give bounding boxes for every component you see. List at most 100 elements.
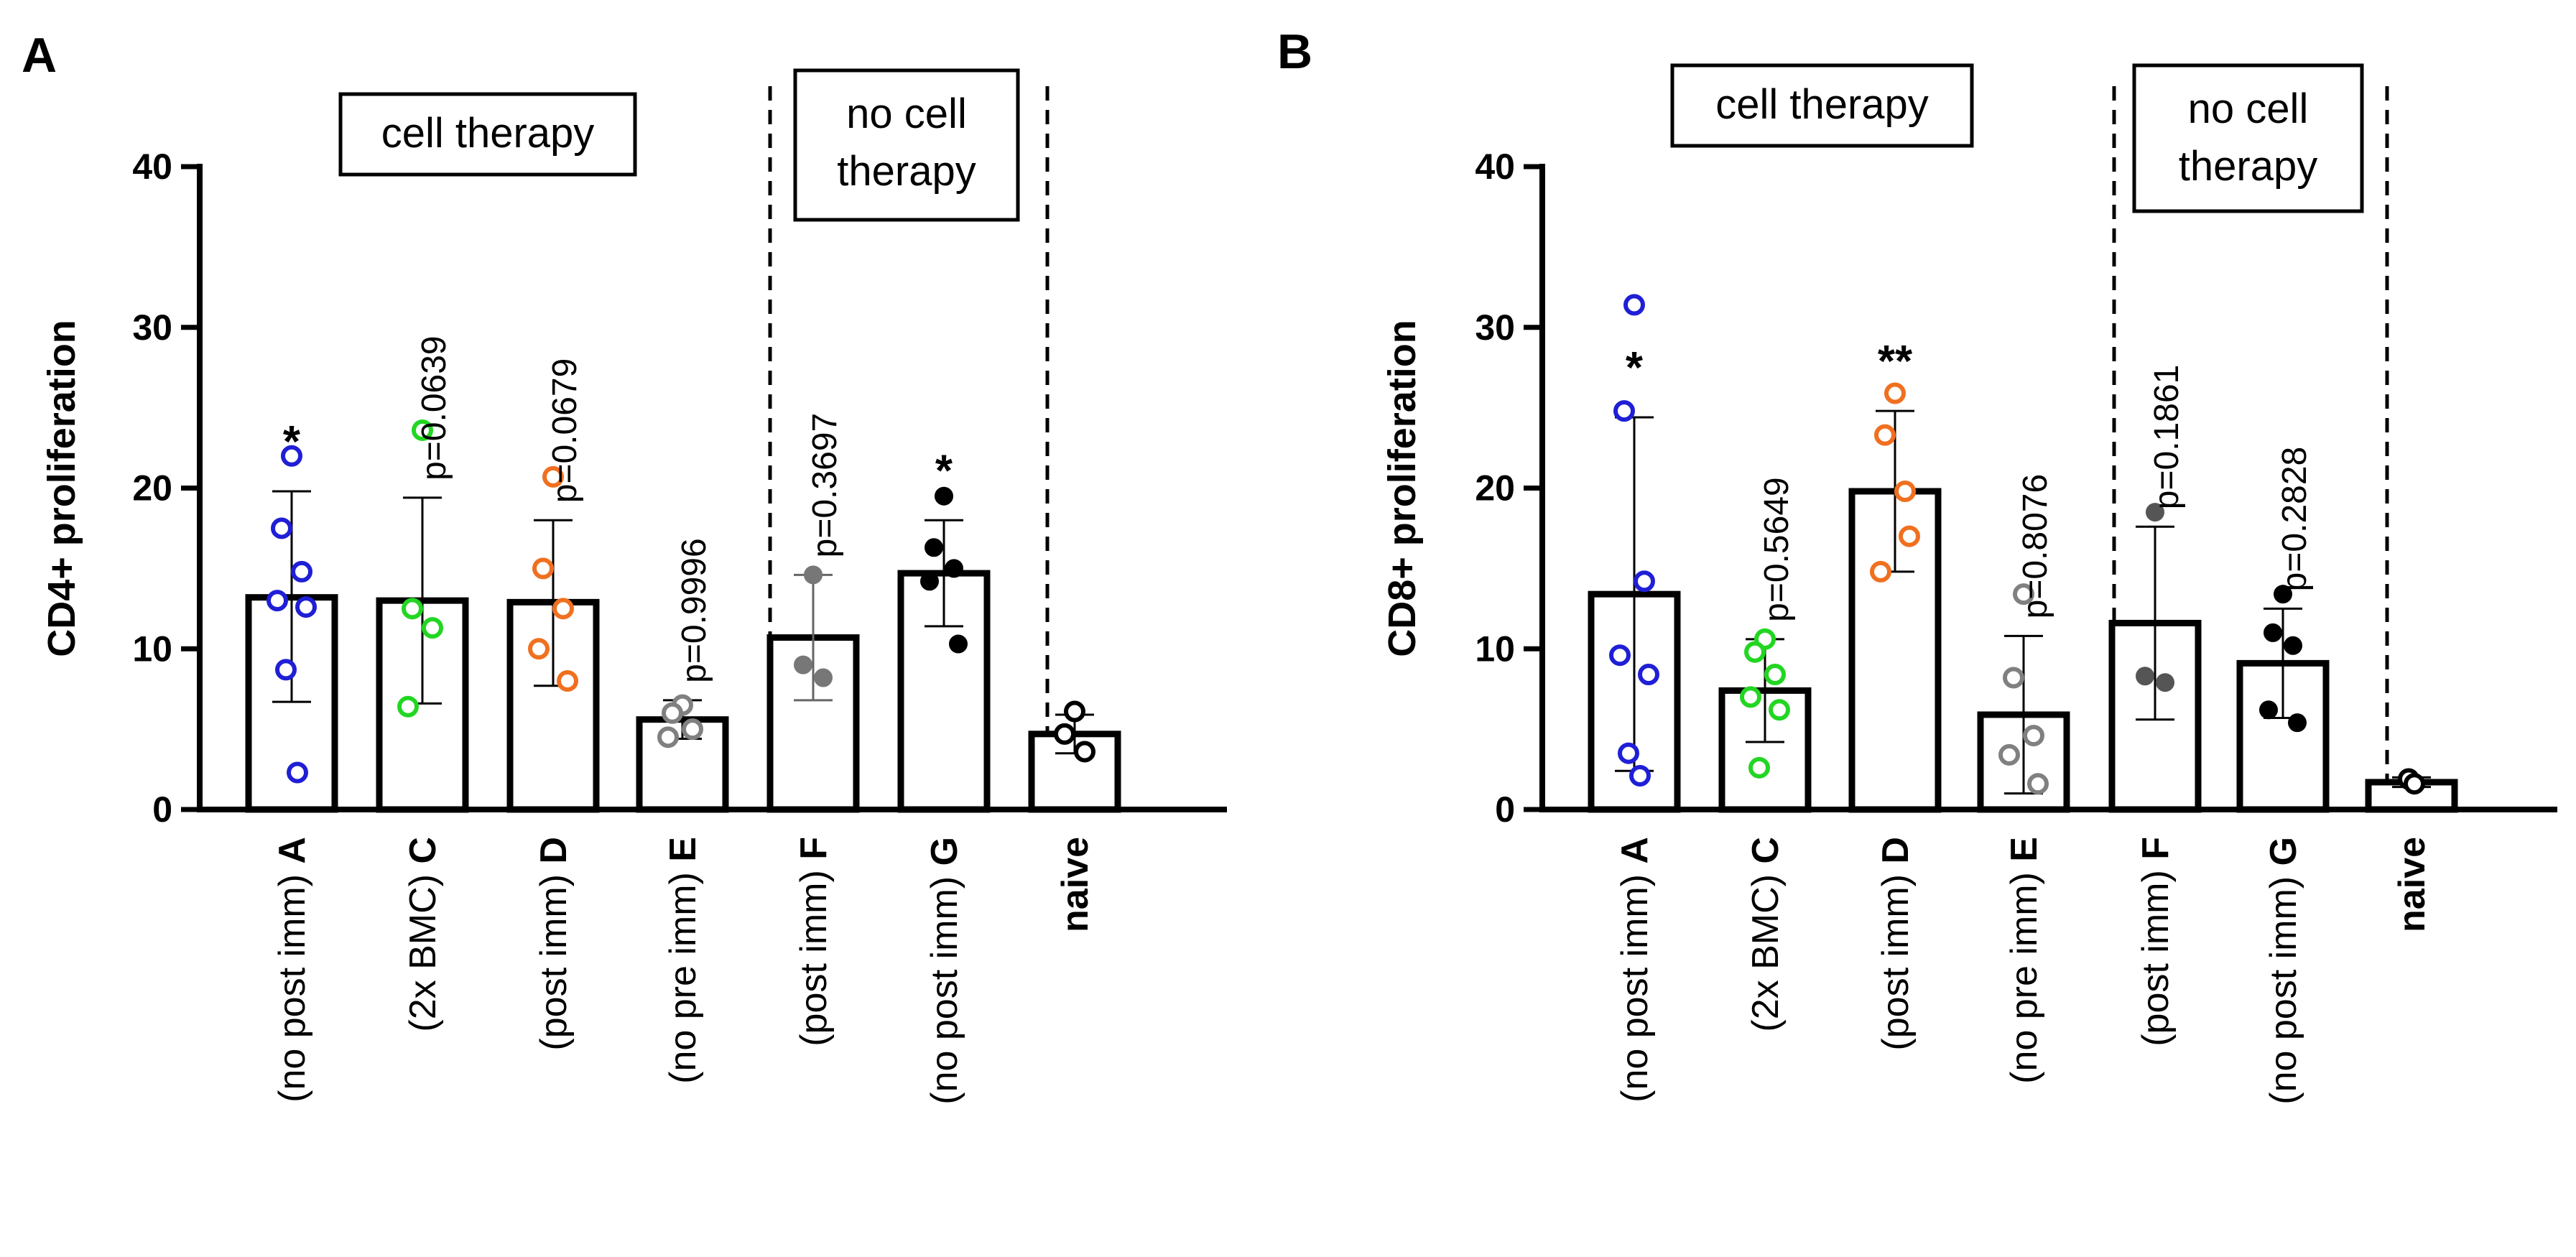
panel-a-no-cell-therapy-label-line2: therapy (837, 148, 976, 195)
panel-b-cat-c-data-point (1748, 756, 1770, 779)
panel-a-cat-a-x-group-label: A (272, 837, 313, 864)
panel-b-y-axis-label: CD8+ proliferation (1381, 320, 1424, 657)
panel-a-cat-g-data-point (925, 538, 943, 557)
panel-b-y-tick-label: 40 (1475, 147, 1515, 187)
panel-b-cat-e-data-point (2013, 583, 2034, 606)
panel-a-cat-e-data-point (657, 726, 679, 748)
panel-b-y-tick-label: 0 (1495, 789, 1515, 830)
panel-b-cat-g-x-label: (no post imm) G (2263, 837, 2304, 1105)
panel-a-cat-e-data-point (682, 718, 703, 741)
panel-b-cat-c-data-point (1740, 686, 1761, 708)
panel-a-cat-a-data-point (281, 445, 302, 467)
panel-a-y-tick-label: 10 (132, 628, 172, 669)
panel-b-cat-d-x-label: (post imm) D (1875, 837, 1917, 1051)
panel-a-cat-c-x-label: (2x BMC) C (402, 837, 444, 1032)
panel-b-cat-f-data-point (2156, 673, 2174, 692)
panel-b-cat-f-p-value: p=0.1861 (2148, 365, 2186, 510)
panel-b-cat-d-data-point (1894, 480, 1916, 502)
panel-b-cat-c-x-group-label: C (1745, 837, 1787, 864)
panel-b-cat-a-data-point (1623, 294, 1645, 316)
panel-a-cat-a-data-point (267, 590, 288, 612)
panel-a-cat-a-data-point (295, 596, 317, 618)
panel-b-no-cell-therapy-label-line2: therapy (2179, 143, 2317, 190)
panel-b-cat-a-data-point (1613, 400, 1635, 422)
panel-a-no-cell-therapy-box (793, 68, 1020, 222)
panel-b-cat-g-data-point (2284, 636, 2302, 655)
panel-b-cat-e-x-sublabel: (no pre imm) (2003, 862, 2045, 1084)
panel-b-cat-a-data-point (1618, 742, 1639, 764)
panel-a-cat-a-data-point (287, 761, 308, 784)
panel-b-cat-naive-x-group-label: naive (2391, 837, 2433, 932)
panel-b-cat-a-significance: * (1626, 343, 1644, 393)
panel-a-letter: A (22, 28, 57, 83)
panel-a-cat-a-x-label: (no post imm) A (272, 837, 313, 1103)
panel-a-cat-naive-data-point (1064, 700, 1085, 723)
panel-b-cat-d-x-sublabel: (post imm) (1875, 864, 1917, 1051)
panel-b-no-cell-therapy-box (2132, 63, 2364, 213)
panel-b-cat-d-data-point (1874, 424, 1896, 446)
panel-b-cat-c-data-point (1744, 641, 1766, 663)
panel-b-cat-d-data-point (1899, 525, 1920, 547)
panel-a-cat-a-data-point (271, 517, 292, 539)
panel-a-cat-e-data-point (662, 702, 683, 724)
panel-a-cat-d-x-group-label: D (533, 837, 575, 864)
panel-a-cat-e-x-label: (no pre imm) E (662, 837, 704, 1084)
panel-a: A CD4+ proliferation 0 10 20 30 40 * (no post im… (22, 28, 1227, 1105)
panel-a-cat-f-x-group-label: F (793, 837, 835, 860)
panel-b-cat-f-x-sublabel: (post imm) (2135, 860, 2177, 1047)
panel-b-cat-a-data-point (1634, 570, 1655, 593)
panel-a-cat-c-data-point (402, 598, 423, 620)
panel-b-cat-e-data-point (2027, 773, 2049, 795)
panel-b-y-tick-label: 30 (1475, 307, 1515, 348)
panel-a-cat-naive-x-group-label: naive (1055, 837, 1096, 932)
panel-a-y-tick-label: 20 (132, 468, 172, 509)
panel-a-cat-d-data-point (552, 598, 574, 620)
panel-b-cat-g-data-point (2288, 713, 2307, 733)
panel-a-cat-f-data-point (814, 668, 833, 687)
panel-b-cat-e-data-point (2003, 667, 2024, 689)
panel-b-cat-a-data-point (1638, 664, 1659, 686)
panel-b-cat-d-data-point (1884, 382, 1906, 404)
panel-b-cat-d-x-group-label: D (1875, 837, 1917, 864)
panel-a-cell-therapy-box (338, 92, 637, 177)
panel-a-cat-d-x-sublabel: (post imm) (533, 864, 575, 1051)
panel-b-cat-c-data-point (1769, 699, 1790, 721)
panel-b-cat-g-p-value: p=0.2828 (2276, 447, 2314, 592)
panel-b-cat-g-x-sublabel: (no post imm) (2263, 866, 2304, 1104)
panel-a-cat-c-x-sublabel: (2x BMC) (402, 864, 444, 1032)
panel-a-cat-f-data-point (804, 565, 823, 585)
panel-b-cat-e-x-label: (no pre imm) E (2003, 837, 2045, 1084)
panel-b-cat-e-data-point (1998, 743, 2020, 766)
panel-a-cat-g-data-point (935, 486, 953, 506)
panel-b-cat-g-data-point (2274, 585, 2292, 604)
panel-b-cat-a-x-label: (no post imm) A (1614, 837, 1656, 1103)
panel-b-cat-a-x-sublabel: (no post imm) (1614, 864, 1656, 1103)
panel-a-y-tick-label: 30 (132, 307, 172, 348)
panel-b-no-cell-therapy-label-line1: no cell (2188, 85, 2309, 132)
panel-a-cat-f-data-point (794, 655, 812, 674)
panel-b-cell-therapy-label: cell therapy (1715, 81, 1929, 128)
panel-a-cat-naive-x-label: naive (1055, 837, 1096, 932)
panel-b-cat-naive-data-point (2404, 773, 2425, 795)
panel-a-cat-e-x-sublabel: (no pre imm) (662, 862, 704, 1084)
panel-a-cat-d-data-point (528, 638, 550, 660)
panel-a-cat-c-x-group-label: C (402, 837, 444, 864)
panel-a-cat-g-significance: * (935, 446, 953, 496)
panel-b-cat-c-x-label: (2x BMC) C (1745, 837, 1787, 1032)
panel-a-cat-f-x-sublabel: (post imm) (793, 860, 835, 1047)
panel-b-cat-a-x-group-label: A (1614, 837, 1656, 864)
panel-a-cat-d-data-point (542, 465, 564, 488)
panel-a-cat-a-data-point (275, 659, 297, 681)
panel-b-cat-d-significance: ** (1878, 337, 1913, 386)
panel-a-cat-g-data-point (920, 572, 939, 591)
panel-b-cat-f-data-point (2136, 667, 2154, 686)
panel-a-cat-c-data-point (412, 419, 433, 441)
panel-b-y-tick-label: 10 (1475, 628, 1515, 669)
panel-a-y-tick-label: 40 (132, 147, 172, 187)
panel-b-cat-d-data-point (1870, 560, 1891, 583)
panel-b-cat-c-x-sublabel: (2x BMC) (1745, 864, 1787, 1032)
panel-a-y-axis-label: CD4+ proliferation (40, 320, 83, 657)
panel-a-cat-c-p-value: p=0.0639 (415, 335, 453, 481)
